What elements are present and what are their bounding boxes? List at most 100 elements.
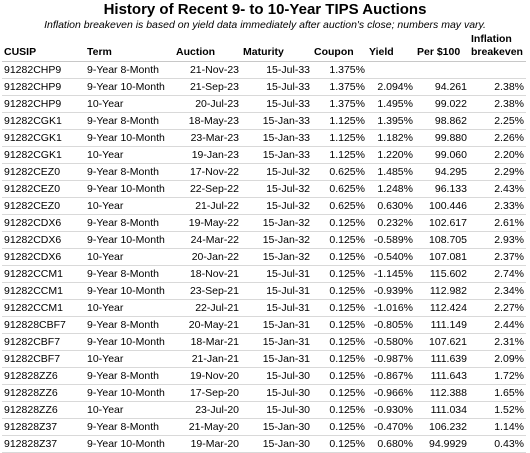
cell-cusip: 91282CGK1 — [2, 129, 85, 147]
cell-yield: -0.939% — [367, 282, 415, 300]
cell-inflation-breakeven: 1.72% — [469, 367, 526, 385]
cell-auction: 18-Nov-21 — [174, 265, 241, 283]
cell-maturity: 15-Jan-31 — [241, 350, 312, 368]
cell-yield: -0.470% — [367, 418, 415, 436]
cell-term: 9-Year 8-Month — [85, 367, 174, 385]
cell-term: 9-Year 8-Month — [85, 265, 174, 283]
cell-cusip: 91282CEZ0 — [2, 197, 85, 215]
cell-yield — [367, 61, 415, 79]
cell-maturity: 15-Jan-33 — [241, 112, 312, 130]
cell-coupon: 1.375% — [312, 95, 367, 113]
cell-cusip: 91282CEZ0 — [2, 163, 85, 181]
cell-auction: 19-Mar-20 — [174, 435, 241, 453]
cell-coupon: 0.625% — [312, 197, 367, 215]
cell-cusip: 91282CCM1 — [2, 282, 85, 300]
cell-inflation-breakeven: 2.74% — [469, 265, 526, 283]
cell-coupon: 1.375% — [312, 78, 367, 96]
cell-inflation-breakeven: 2.09% — [469, 350, 526, 368]
cell-price: 94.295 — [415, 163, 469, 181]
cell-inflation-breakeven: 2.34% — [469, 282, 526, 300]
cell-term: 10-Year — [85, 350, 174, 368]
cell-coupon: 0.125% — [312, 350, 367, 368]
table-row: 91282CHP9 10-Year 20-Jul-23 15-Jul-33 1.375%… — [2, 95, 526, 113]
cell-maturity: 15-Jan-32 — [241, 231, 312, 249]
cell-term: 9-Year 10-Month — [85, 129, 174, 147]
cell-coupon: 1.125% — [312, 129, 367, 147]
table-row: 912828ZZ6 9-Year 8-Month 19-Nov-20 15-Jul-3… — [2, 367, 526, 385]
cell-coupon: 0.125% — [312, 333, 367, 351]
cell-inflation-breakeven: 2.44% — [469, 316, 526, 334]
cell-cusip: 912828Z37 — [2, 418, 85, 436]
cell-maturity: 15-Jul-32 — [241, 180, 312, 198]
tips-auction-table: CUSIP Term Auction Maturity Coupon Yield… — [2, 33, 526, 453]
table-row: 912828CBF7 9-Year 8-Month 20-May-21 15-Jan-… — [2, 316, 526, 334]
table-row: 912828Z37 9-Year 8-Month 21-May-20 15-Jan-3… — [2, 418, 526, 436]
cell-yield: -1.145% — [367, 265, 415, 283]
cell-inflation-breakeven: 0.43% — [469, 435, 526, 453]
cell-auction: 23-Jul-20 — [174, 401, 241, 419]
cell-cusip: 91282CGK1 — [2, 112, 85, 130]
cell-cusip: 91282CBF7 — [2, 350, 85, 368]
cell-cusip: 91282CBF7 — [2, 333, 85, 351]
cell-yield: -0.987% — [367, 350, 415, 368]
page-subtitle: Inflation breakeven is based on yield da… — [44, 19, 486, 31]
cell-price: 108.705 — [415, 231, 469, 249]
table-row: 91282CEZ0 9-Year 10-Month 22-Sep-22 15-Jul-… — [2, 180, 526, 198]
cell-cusip: 912828CBF7 — [2, 316, 85, 334]
cell-term: 10-Year — [85, 401, 174, 419]
header-row: CUSIP Term Auction Maturity Coupon Yield… — [2, 33, 526, 62]
cell-cusip: 912828Z37 — [2, 435, 85, 453]
cell-yield: 1.220% — [367, 146, 415, 164]
table-row: 91282CHP9 9-Year 10-Month 21-Sep-23 15-Jul-… — [2, 78, 526, 96]
cell-yield: -0.589% — [367, 231, 415, 249]
table-row: 91282CGK1 9-Year 10-Month 23-Mar-23 15-Jan-… — [2, 129, 526, 147]
cell-price: 112.982 — [415, 282, 469, 300]
cell-coupon: 0.125% — [312, 401, 367, 419]
cell-cusip: 91282CCM1 — [2, 299, 85, 317]
cell-maturity: 15-Jan-33 — [241, 129, 312, 147]
cell-term: 9-Year 10-Month — [85, 435, 174, 453]
cell-maturity: 15-Jan-30 — [241, 435, 312, 453]
cell-price: 100.446 — [415, 197, 469, 215]
column-header-inflation-breakeven: Inflation breakeven — [469, 33, 526, 62]
cell-coupon: 0.125% — [312, 435, 367, 453]
cell-inflation-breakeven: 2.61% — [469, 214, 526, 232]
cell-term: 10-Year — [85, 146, 174, 164]
cell-cusip: 91282CHP9 — [2, 78, 85, 96]
cell-price: 115.602 — [415, 265, 469, 283]
cell-maturity: 15-Jul-32 — [241, 163, 312, 181]
table-row: 91282CBF7 9-Year 10-Month 18-Mar-21 15-Jan-… — [2, 333, 526, 351]
cell-auction: 21-May-20 — [174, 418, 241, 436]
cell-term: 9-Year 10-Month — [85, 78, 174, 96]
cell-price: 96.133 — [415, 180, 469, 198]
cell-auction: 23-Mar-23 — [174, 129, 241, 147]
cell-price: 94.261 — [415, 78, 469, 96]
cell-maturity: 15-Jul-33 — [241, 78, 312, 96]
cell-price: 102.617 — [415, 214, 469, 232]
column-header-cusip: CUSIP — [2, 33, 85, 62]
table-row: 91282CGK1 10-Year 19-Jan-23 15-Jan-33 1.125%… — [2, 146, 526, 164]
cell-inflation-breakeven: 2.20% — [469, 146, 526, 164]
cell-price: 112.424 — [415, 299, 469, 317]
cell-auction: 21-Sep-23 — [174, 78, 241, 96]
cell-maturity: 15-Jul-32 — [241, 197, 312, 215]
cell-auction: 17-Sep-20 — [174, 384, 241, 402]
cell-yield: -0.930% — [367, 401, 415, 419]
cell-inflation-breakeven: 1.14% — [469, 418, 526, 436]
cell-cusip: 91282CCM1 — [2, 265, 85, 283]
table-row: 91282CEZ0 9-Year 8-Month 17-Nov-22 15-Jul-3… — [2, 163, 526, 181]
cell-cusip: 91282CEZ0 — [2, 180, 85, 198]
cell-auction: 22-Sep-22 — [174, 180, 241, 198]
table-row: 91282CHP9 9-Year 8-Month 21-Nov-23 15-Jul-3… — [2, 61, 526, 79]
cell-maturity: 15-Jul-30 — [241, 401, 312, 419]
cell-inflation-breakeven: 2.37% — [469, 248, 526, 266]
cell-price: 98.862 — [415, 112, 469, 130]
cell-cusip: 912828ZZ6 — [2, 384, 85, 402]
cell-auction: 21-Jul-22 — [174, 197, 241, 215]
cell-maturity: 15-Jul-30 — [241, 384, 312, 402]
cell-yield: -0.966% — [367, 384, 415, 402]
cell-term: 9-Year 8-Month — [85, 214, 174, 232]
cell-coupon: 0.125% — [312, 248, 367, 266]
cell-term: 10-Year — [85, 248, 174, 266]
cell-maturity: 15-Jan-32 — [241, 248, 312, 266]
